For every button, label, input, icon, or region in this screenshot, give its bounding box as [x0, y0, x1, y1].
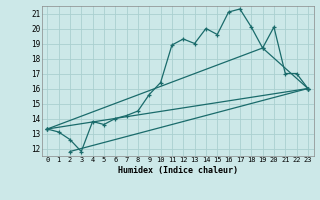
X-axis label: Humidex (Indice chaleur): Humidex (Indice chaleur) — [118, 166, 237, 175]
